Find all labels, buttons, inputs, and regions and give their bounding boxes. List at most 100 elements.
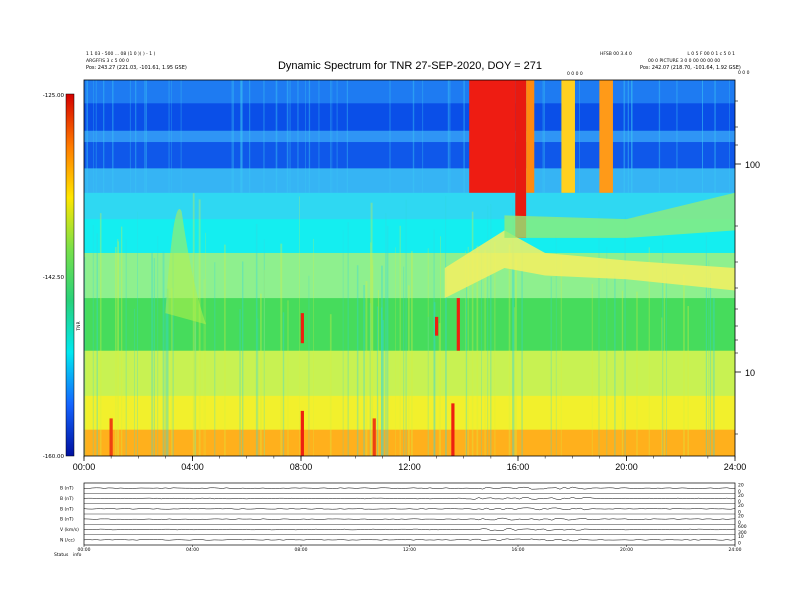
x-tick-label: 20:00 xyxy=(615,462,638,472)
lower-row-label: B (nT) xyxy=(60,517,74,523)
spectrum-streak xyxy=(336,80,338,193)
spectrum-streak xyxy=(372,265,374,456)
spectrum-streak xyxy=(395,247,396,456)
x-tick-label: 12:00 xyxy=(398,462,421,472)
spectrum-streak xyxy=(162,251,165,456)
burst-event-1 xyxy=(515,80,527,238)
intensity-spike-1 xyxy=(456,298,460,351)
footer-status: Status xyxy=(54,552,69,558)
spectrum-streak xyxy=(153,258,155,456)
spectrum-streak xyxy=(157,235,159,456)
spectrum-streak xyxy=(465,250,466,456)
type-iii-burst xyxy=(165,209,207,325)
x-tick-label: 24:00 xyxy=(724,462,747,472)
spectrum-streak xyxy=(481,243,482,456)
spectrum-band-5 xyxy=(84,192,735,220)
header-right-line-3: 00 0 PICTURE 3 0 0 00 00 00 00 xyxy=(648,58,720,64)
spectrum-streak xyxy=(712,297,715,456)
spectrum-streak xyxy=(342,230,344,456)
intensity-spike-5 xyxy=(109,418,113,456)
spectrum-streak xyxy=(433,229,435,456)
spectrum-band-2 xyxy=(84,130,735,143)
lower-row-scale-bottom: 0 xyxy=(738,541,741,547)
lower-trace-5 xyxy=(83,538,736,542)
spectrum-streak xyxy=(484,249,486,456)
spectrum-streak xyxy=(308,80,311,193)
spectrum-streak xyxy=(376,306,379,456)
spectrum-streak xyxy=(233,80,234,193)
lower-row-scale-top: 20 xyxy=(738,483,744,489)
spectrum-streak xyxy=(297,80,299,193)
spectrum-streak xyxy=(702,80,703,193)
spectrum-streak xyxy=(631,80,633,193)
spectrum-streak xyxy=(346,80,348,193)
header-right-line-1: HFSB 00 3.4 0 xyxy=(600,51,632,57)
spectrum-band-1 xyxy=(84,103,735,132)
spectrum-streak xyxy=(99,213,102,456)
lower-row-label: B (nT) xyxy=(60,506,74,512)
spectrum-streak xyxy=(427,316,429,456)
spectrum-streak xyxy=(121,226,123,456)
spectrum-streak xyxy=(125,239,127,456)
spectrum-streak xyxy=(465,279,468,456)
spectrum-streak xyxy=(490,204,492,456)
lower-row-label: V (km/s) xyxy=(60,527,79,533)
lower-row-scale-top: 20 xyxy=(738,503,744,509)
spectrum-streak xyxy=(385,213,387,456)
spectrum-streak xyxy=(412,80,415,193)
spectrum-streak xyxy=(676,80,678,193)
spectrum-streak xyxy=(168,80,170,193)
spectrum-band-0 xyxy=(84,80,735,104)
spectrum-streak xyxy=(627,80,629,193)
plasma-line-ridge xyxy=(444,230,735,299)
spectrum-streak xyxy=(623,80,626,193)
spectrum-streak xyxy=(631,80,633,193)
lower-row-label: B (nT) xyxy=(60,486,74,492)
lower-trace-2 xyxy=(83,507,736,511)
spectrum-streak xyxy=(282,312,285,456)
spectrum-streak xyxy=(115,247,117,456)
spectrum-streak xyxy=(440,236,441,456)
intensity-spike-0 xyxy=(300,313,304,344)
spectrum-streak xyxy=(624,216,626,456)
spectrum-streak xyxy=(662,238,664,456)
lower-row-scale-top: 20 xyxy=(738,514,744,520)
spectrum-streak xyxy=(280,243,283,456)
burst-event-0 xyxy=(469,80,516,193)
lower-x-tick-label: 08:00 xyxy=(295,547,308,553)
lower-row-scale-top: 600 xyxy=(738,524,747,530)
spectrum-streak xyxy=(438,323,441,456)
spectrum-streak xyxy=(84,256,86,456)
spectrum-streak xyxy=(129,80,131,193)
burst-event-4 xyxy=(599,80,613,193)
spectrum-streak xyxy=(702,80,703,193)
spectrum-streak xyxy=(365,281,368,456)
spectrum-streak xyxy=(729,80,730,193)
spectrum-band-11 xyxy=(84,429,735,456)
chart-title: Dynamic Spectrum for TNR 27-SEP-2020, DO… xyxy=(278,60,542,72)
spectrum-streak xyxy=(683,274,685,456)
spectrum-streak xyxy=(550,276,552,456)
spectrum-streak xyxy=(93,80,94,193)
spectrum-streak xyxy=(329,314,332,456)
spectrum-streak xyxy=(512,202,514,456)
spectrum-streak xyxy=(579,80,580,193)
spectrum-streak xyxy=(372,259,374,456)
spectrum-streak xyxy=(240,80,242,193)
spectrum-streak xyxy=(710,272,712,456)
spectrum-streak xyxy=(433,302,436,456)
lower-row-label: N (/cc) xyxy=(60,537,75,543)
spectrum-streak xyxy=(422,80,424,193)
spectrum-streak xyxy=(308,275,310,456)
spectrum-streak xyxy=(560,257,562,456)
lower-x-tick-label: 16:00 xyxy=(512,547,525,553)
spectrum-streak xyxy=(521,213,523,456)
spectrum-streak xyxy=(194,322,197,456)
upper-ridge xyxy=(504,192,735,238)
spectrum-streak xyxy=(356,265,359,456)
spectrum-streak xyxy=(86,80,88,193)
colorbar-tick-bottom: -160.00 xyxy=(43,454,65,460)
intensity-spike-3 xyxy=(300,410,304,456)
